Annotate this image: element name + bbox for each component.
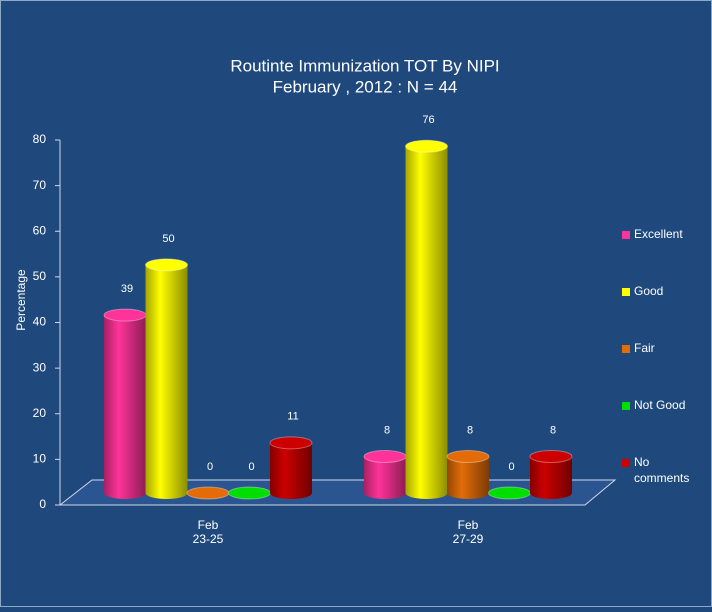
value-label: 0 — [508, 461, 514, 473]
bar-shade — [405, 146, 448, 500]
y-tick-label: 20 — [33, 406, 47, 420]
bar-shade — [364, 456, 406, 499]
value-label: 8 — [384, 424, 390, 436]
bar-top — [103, 308, 147, 322]
value-label: 8 — [467, 424, 473, 436]
legend-swatch — [622, 459, 630, 467]
value-label: 76 — [422, 114, 434, 126]
y-axis-title: Percentage — [14, 269, 28, 331]
bar-shade — [145, 264, 188, 500]
bar-top — [488, 486, 531, 500]
bar-shade — [447, 456, 489, 499]
y-tick-label: 40 — [33, 315, 47, 329]
y-tick-label: 0 — [39, 497, 46, 511]
bar-top — [446, 450, 490, 463]
y-tick-label: 50 — [33, 269, 47, 283]
value-label: 39 — [121, 283, 133, 295]
bar-top — [186, 486, 230, 500]
legend-swatch — [622, 288, 630, 296]
value-label: 0 — [207, 461, 213, 473]
legend-swatch — [622, 402, 630, 410]
value-label: 0 — [248, 461, 254, 473]
legend-label: Excellent — [634, 227, 683, 241]
y-tick-label: 80 — [33, 132, 47, 146]
bar-top — [145, 258, 188, 272]
bar-shade — [530, 456, 572, 499]
bar-shade — [104, 315, 146, 499]
bar-top — [529, 450, 573, 463]
legend-swatch — [622, 231, 630, 239]
y-tick-label: 70 — [33, 178, 47, 192]
chart-subtitle: February , 2012 : N = 44 — [273, 77, 458, 96]
bar-top — [269, 436, 313, 450]
value-label: 50 — [162, 233, 174, 245]
bar-top — [363, 450, 407, 463]
y-tick-label: 60 — [33, 223, 47, 237]
legend-label: No comments — [634, 455, 689, 485]
bar-top — [405, 139, 448, 153]
y-tick-label: 10 — [33, 452, 47, 466]
value-label: 11 — [287, 411, 298, 423]
legend-label: Good — [634, 284, 663, 298]
legend-label: Fair — [634, 341, 655, 355]
chart-title: Routinte Immunization TOT By NIPI — [230, 56, 499, 75]
value-label: 8 — [550, 424, 556, 436]
legend-swatch — [622, 345, 630, 353]
x-tick-label: Feb 23-25 — [193, 518, 224, 546]
legend-label: Not Good — [634, 398, 685, 412]
bar-top — [228, 486, 271, 500]
x-tick-label: Feb 27-29 — [453, 518, 484, 546]
bar-shade — [270, 442, 312, 499]
y-tick-label: 30 — [33, 360, 47, 374]
